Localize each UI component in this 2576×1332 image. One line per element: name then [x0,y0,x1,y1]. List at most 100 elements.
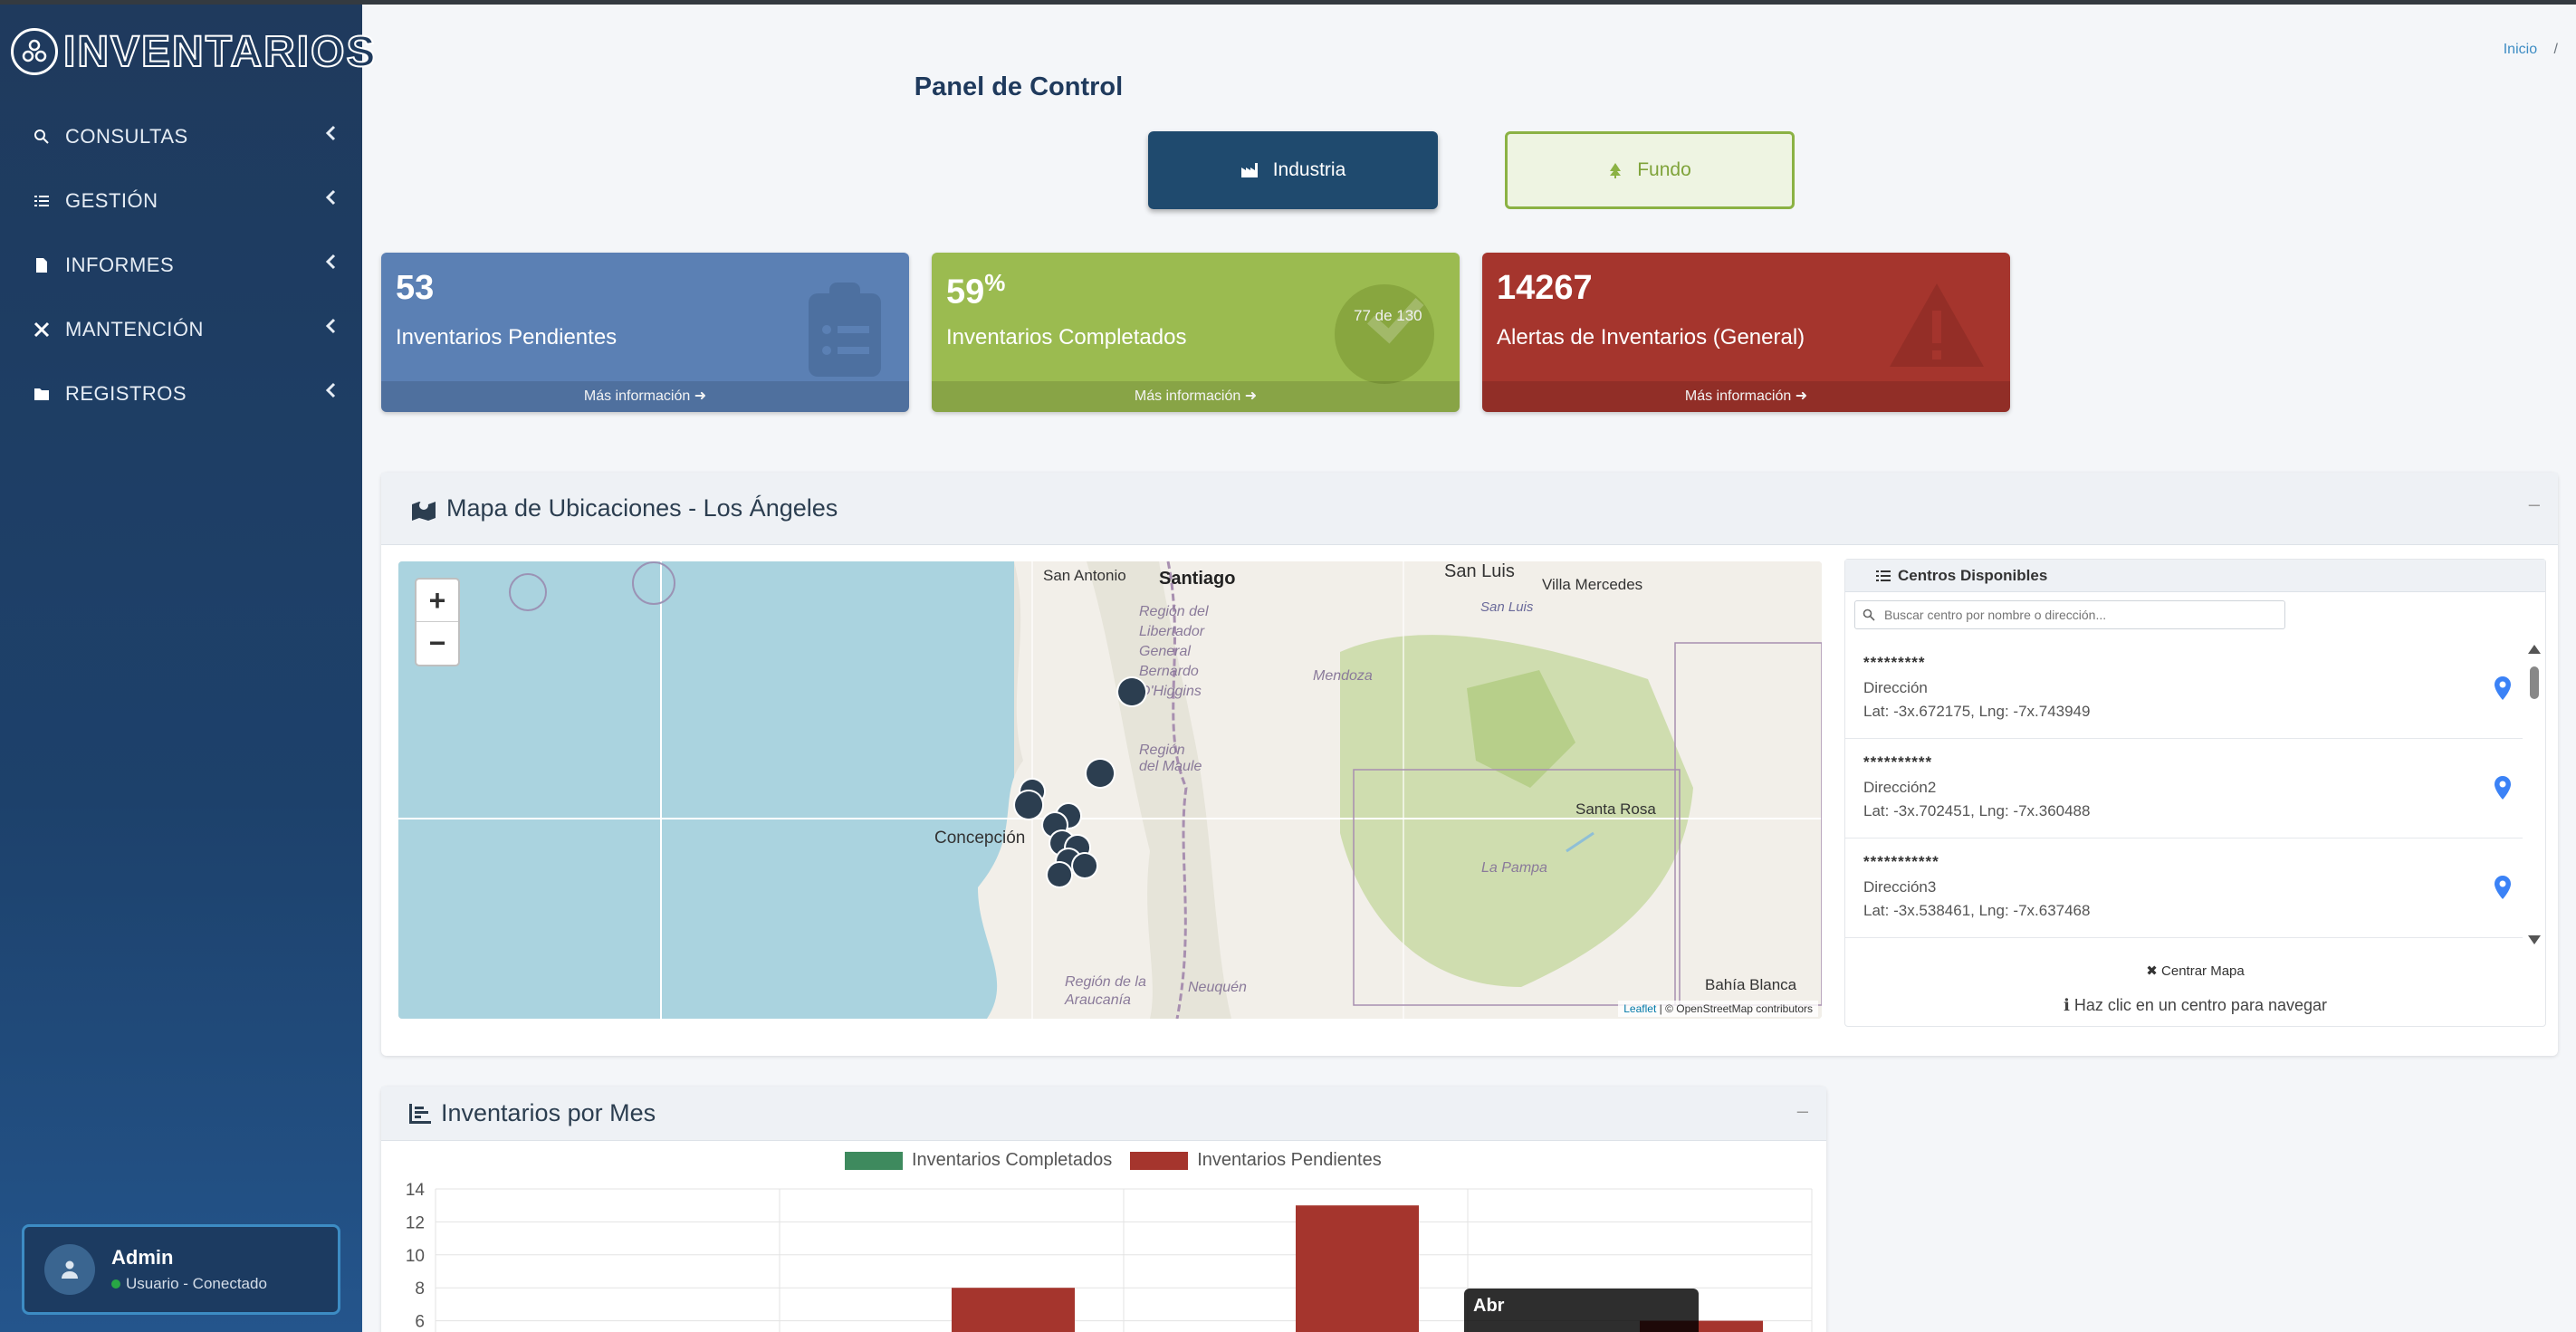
avatar [44,1244,95,1295]
card-label: Alertas de Inventarios (General) [1497,325,1805,350]
center-address: Dirección3 [1863,878,1937,896]
centers-scrollbar[interactable] [2527,643,2542,946]
completed-inventories-card: 77 de 130 59% Inventarios Completados Má… [932,253,1460,412]
y-tick-label: 12 [406,1213,425,1232]
more-info-text: Más información [1684,388,1792,404]
sidebar: INVENTARIOS CONSULTAS GESTIÓN INFORMES M… [0,5,376,1332]
chart-bar-icon [409,1103,431,1124]
center-coords: Lat: -3x.538461, Lng: -7x.637468 [1863,902,2091,919]
map[interactable]: San Antonio Santiago San Luis Villa Merc… [398,561,1822,1019]
user-status: Usuario - Conectado [111,1275,267,1293]
user-panel[interactable]: Admin Usuario - Conectado [22,1224,340,1315]
page-title: Panel de Control [914,72,1124,101]
chevron-left-icon [324,188,337,211]
map-label: Región de la Araucanía [1065,974,1146,1008]
y-tick-label: 10 [406,1247,425,1266]
tooltip-text: Abr [1473,1296,1505,1316]
industria-button[interactable]: Industria [1148,131,1438,209]
zoom-out-button[interactable]: − [428,627,446,659]
map-markers [1013,676,1148,888]
map-pin-icon[interactable] [2494,875,2512,905]
file-icon [33,256,51,274]
card-label: Inventarios Pendientes [396,325,618,350]
map-panel-title: Mapa de Ubicaciones - Los Ángeles [446,494,838,522]
center-map-button[interactable]: ✖ Centrar Mapa [1845,963,2545,979]
tree-icon [1610,163,1622,178]
legend-swatch-completed[interactable] [845,1151,903,1170]
progress-ring-text: 77 de 130 [1354,307,1422,324]
breadcrumb: Inicio / [2504,42,2558,58]
more-info-link[interactable]: Más información ➜ [932,381,1460,412]
search-icon [1863,609,1875,621]
map-label: Santa Rosa [1575,800,1656,818]
map-pin-icon[interactable] [2494,676,2512,705]
fundo-button[interactable]: Fundo [1505,131,1795,209]
centers-search-input[interactable] [1884,608,2265,622]
leaflet-link[interactable]: Leaflet [1623,1002,1657,1015]
chart-bar[interactable] [952,1288,1075,1332]
warning-icon [1887,280,1987,375]
map-pin-icon[interactable] [2494,775,2512,805]
chart-tooltip: Abr [1464,1289,1699,1332]
online-status-icon [111,1279,120,1289]
list-item[interactable]: ********** Dirección2 Lat: -3x.702451, L… [1845,739,2523,838]
y-tick-label: 6 [415,1313,425,1332]
sidebar-item-mantencion[interactable]: MANTENCIÓN [0,297,362,361]
more-info-text: Más información [583,388,691,404]
sidebar-item-informes[interactable]: INFORMES [0,233,362,297]
minimize-icon[interactable]: – [1796,1099,1808,1122]
card-number: 59 [946,273,985,311]
sidebar-item-label: GESTIÓN [65,188,158,212]
map-label: San Luis [1444,561,1515,581]
sidebar-item-consultas[interactable]: CONSULTAS [0,104,362,168]
arrow-circle-right-icon: ➜ [694,388,707,404]
map-label: Concepción [934,829,1026,848]
user-name: Admin [111,1246,174,1269]
sidebar-item-registros[interactable]: REGISTROS [0,361,362,426]
legend-label-pending: Inventarios Pendientes [1197,1150,1382,1170]
zoom-control: + − [415,578,460,666]
more-info-link[interactable]: Más información ➜ [1482,381,2010,412]
chart-legend: Inventarios Completados Inventarios Pend… [845,1150,1382,1171]
map-label: Región del Maule [1139,743,1202,774]
y-tick-label: 14 [406,1181,426,1200]
list-item[interactable]: *********** Dirección3 Lat: -3x.538461, … [1845,838,2523,938]
map-label: Mendoza [1313,668,1373,684]
centers-search[interactable] [1854,600,2285,629]
search-icon [33,128,51,146]
chart-bar[interactable] [1296,1205,1419,1332]
fundo-label: Fundo [1637,159,1691,180]
minimize-icon[interactable]: – [2528,493,2540,515]
legend-swatch-pending[interactable] [1130,1151,1189,1170]
map-label: La Pampa [1481,860,1547,876]
breadcrumb-home-link[interactable]: Inicio [2503,42,2538,57]
card-value: 59% [946,269,1005,312]
sidebar-item-label: INFORMES [65,253,175,276]
card-label: Inventarios Completados [946,325,1187,350]
more-info-text: Más información [1134,388,1241,404]
sidebar-item-gestion[interactable]: GESTIÓN [0,168,362,233]
brand[interactable]: INVENTARIOS [11,24,377,79]
sidebar-item-label: CONSULTAS [65,124,188,148]
brand-logo-icon [11,28,58,75]
chevron-left-icon [324,381,337,404]
center-name: ********* [1863,654,1926,671]
sidebar-item-label: REGISTROS [65,381,187,405]
industry-icon [1240,163,1258,177]
center-coords: Lat: -3x.672175, Lng: -7x.743949 [1863,703,2091,720]
center-name: ********** [1863,753,1933,771]
map-label: San Antonio [1043,567,1126,584]
map-label: Villa Mercedes [1542,576,1643,593]
list-item[interactable]: ********* Dirección Lat: -3x.672175, Lng… [1845,639,2523,739]
breadcrumb-separator: / [2553,42,2558,57]
map-attribution: Leaflet | © OpenStreetMap contributors [1618,1001,1818,1017]
zoom-in-button[interactable]: + [417,580,458,622]
more-info-link[interactable]: Más información ➜ [381,381,909,412]
chart-panel-header: Inventarios por Mes – [381,1087,1826,1141]
expand-icon: ✖ [2146,963,2158,979]
card-value: 53 [396,269,434,308]
card-unit: % [984,269,1006,296]
card-number: 14267 [1497,269,1593,307]
chevron-left-icon [324,253,337,275]
y-tick-label: 8 [415,1279,425,1298]
